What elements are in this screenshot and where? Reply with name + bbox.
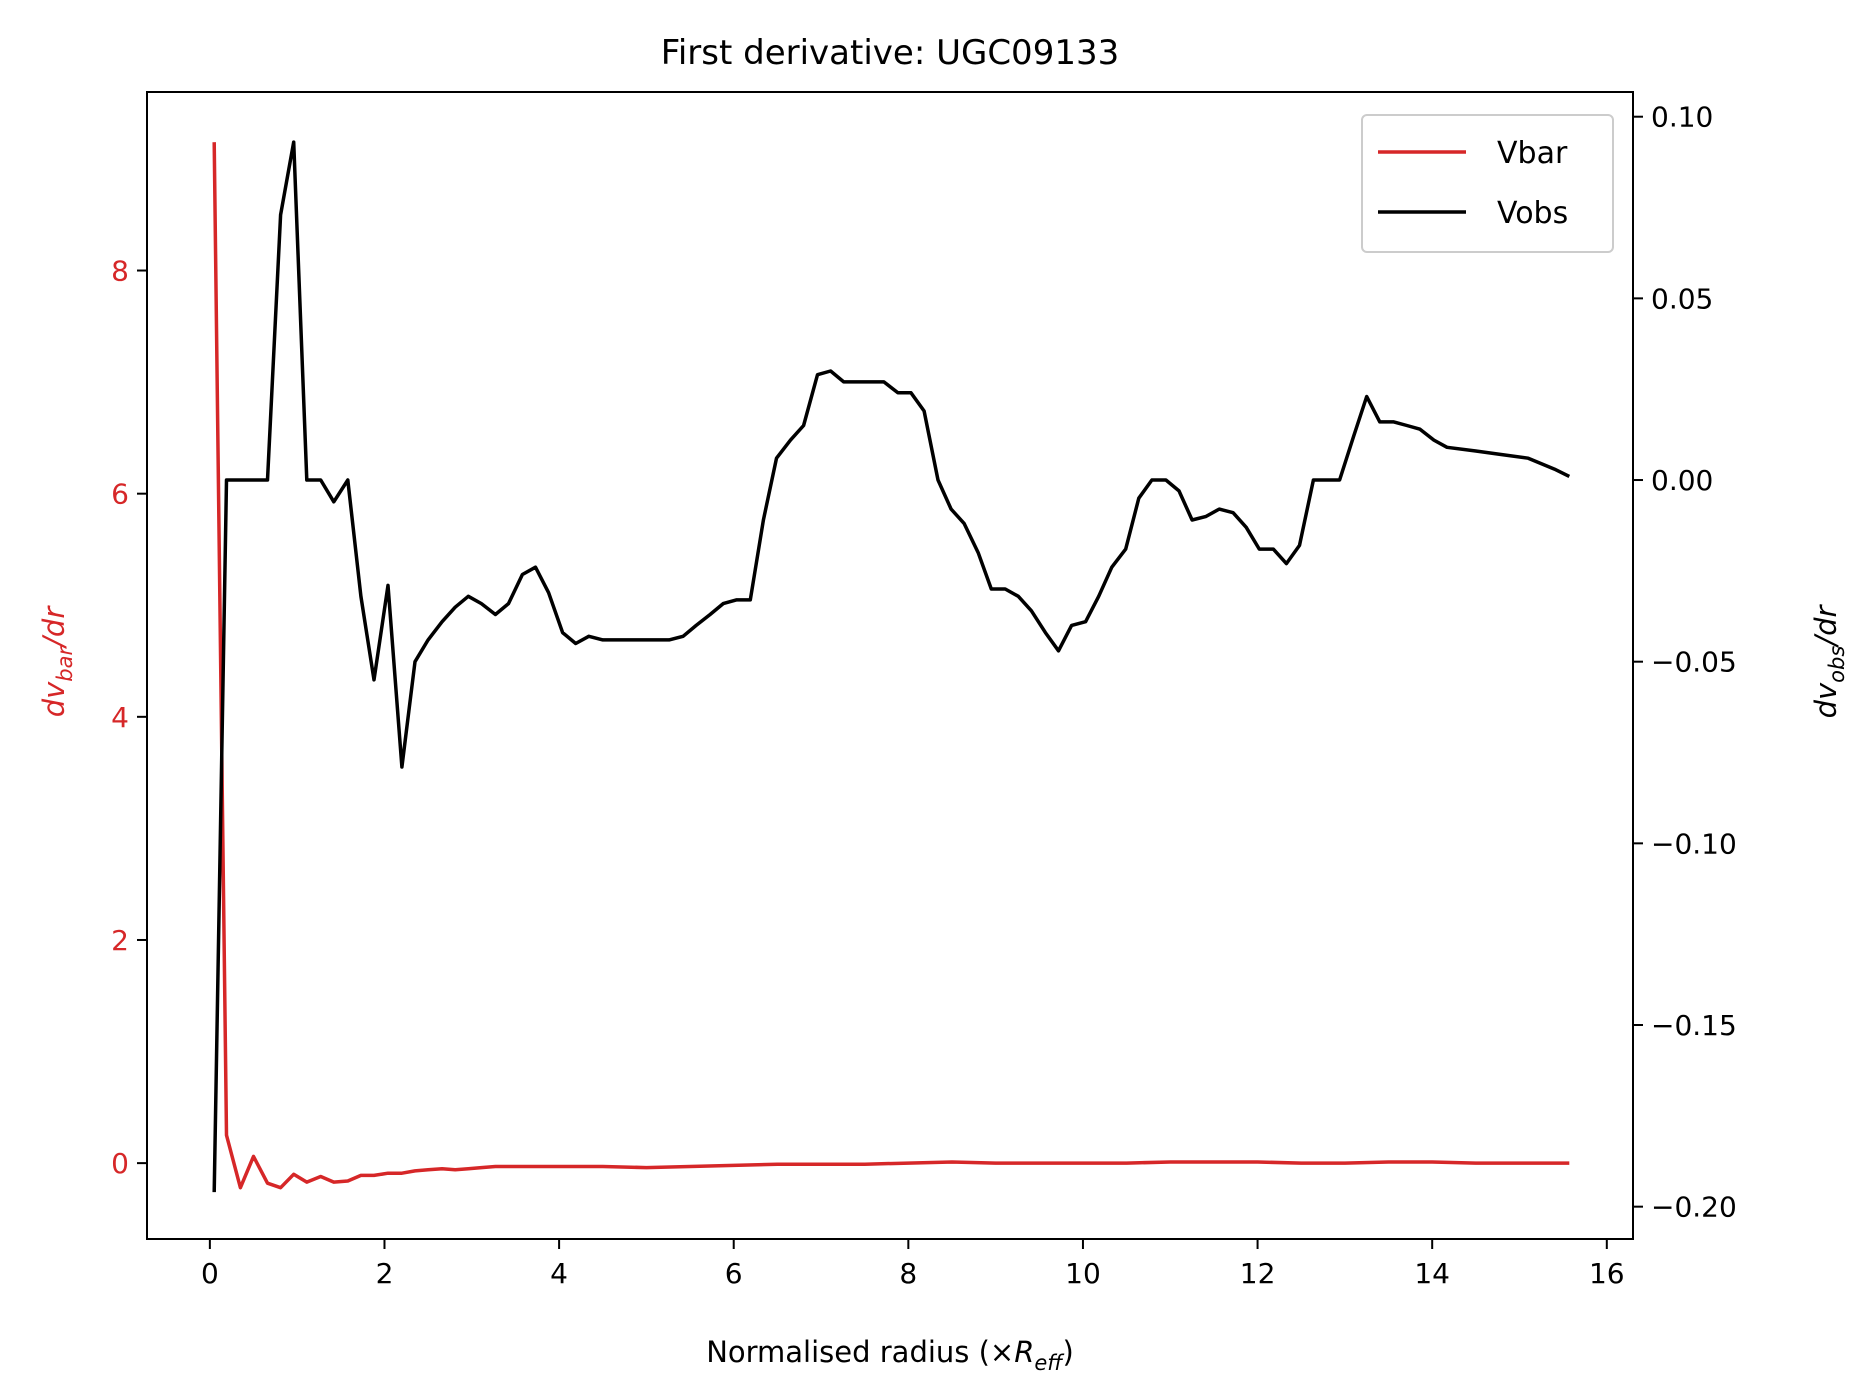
legend-box	[1361, 114, 1614, 253]
x-tick-label: 16	[1589, 1257, 1625, 1290]
y-axis-right: −0.20 −0.15 −0.10 −0.05 0.00 0.05 0.10	[1633, 101, 1737, 1224]
label-subscript: obs	[1825, 646, 1849, 683]
y-right-tick-label: 0.00	[1651, 464, 1713, 497]
y-right-tick-label: 0.10	[1651, 101, 1713, 134]
label-part: /dr	[1809, 604, 1843, 649]
series-line-vbar	[212, 142, 1570, 1190]
label-part: Normalised radius (×	[706, 1335, 1014, 1369]
x-axis: 0 2 4 6 8 10 12 14 16	[201, 1239, 1625, 1290]
label-part: /dr	[37, 605, 71, 650]
series-line-vobs	[212, 140, 1571, 1193]
y-left-tick-label: 4	[111, 701, 129, 734]
x-tick-label: 2	[376, 1257, 394, 1290]
x-tick-label: 4	[550, 1257, 568, 1290]
y-left-tick-label: 6	[111, 478, 129, 511]
chart-title: First derivative: UGC09133	[661, 33, 1119, 73]
y-right-tick-label: 0.05	[1651, 282, 1713, 315]
x-tick-label: 14	[1414, 1257, 1450, 1290]
series-layer	[212, 140, 1571, 1193]
y-axis-right-label: dvobs/dr	[1809, 604, 1849, 719]
y-left-tick-label: 0	[111, 1147, 129, 1180]
y-right-tick-label: −0.10	[1651, 827, 1737, 860]
y-right-tick-label: −0.20	[1651, 1191, 1737, 1224]
label-part: )	[1062, 1335, 1073, 1369]
x-axis-label: Normalised radius (×Reff)	[706, 1335, 1074, 1375]
legend-label-vobs: Vobs	[1497, 196, 1568, 231]
y-left-tick-label: 2	[111, 924, 129, 957]
x-tick-label: 10	[1065, 1257, 1101, 1290]
y-axis-left: 0 2 4 6 8	[111, 255, 147, 1180]
label-part: dv	[37, 681, 71, 717]
label-part: R	[1014, 1335, 1034, 1369]
label-part: dv	[1809, 682, 1843, 718]
x-tick-label: 8	[899, 1257, 917, 1290]
y-right-tick-label: −0.05	[1651, 646, 1737, 679]
axes-frame	[146, 91, 1634, 1240]
x-tick-label: 6	[725, 1257, 743, 1290]
x-tick-label: 12	[1240, 1257, 1276, 1290]
y-axis-left-label: dvbar/dr	[37, 605, 77, 718]
y-left-tick-label: 8	[111, 255, 129, 288]
y-right-tick-label: −0.15	[1651, 1009, 1737, 1042]
legend: Vbar Vobs	[1361, 114, 1614, 253]
legend-label-vbar: Vbar	[1497, 136, 1568, 171]
x-tick-label: 0	[201, 1257, 219, 1290]
label-subscript: eff	[1034, 1351, 1065, 1375]
label-subscript: bar	[53, 645, 77, 681]
